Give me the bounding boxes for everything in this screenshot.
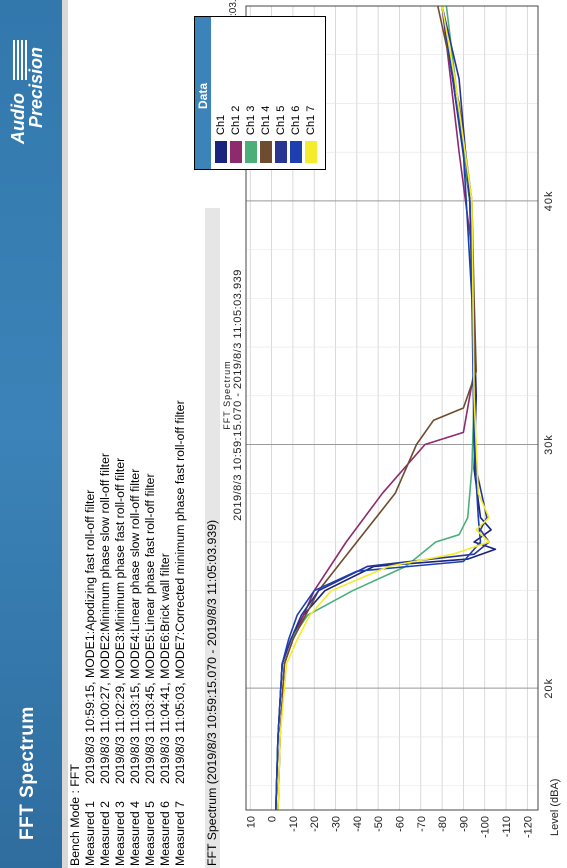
y-tick-label: -30	[331, 816, 343, 832]
legend-swatch	[215, 141, 228, 163]
legend-swatch	[290, 141, 303, 163]
x-tick-label: 40k	[543, 191, 555, 212]
y-tick-label: -80	[437, 816, 449, 832]
chart-background	[220, 0, 567, 868]
legend-item: Ch1	[215, 115, 229, 163]
legend-label: Ch1	[215, 114, 227, 135]
axes: 10 0 -10 -20 -30 -40 -50 -60 -70 -80 -90 -100 -110 -1…	[245, 5, 555, 838]
y-tick-label: -100	[480, 816, 492, 838]
legend-label: Ch1 4	[260, 105, 272, 135]
x-tick-label: 20k	[543, 678, 555, 699]
legend-swatch	[305, 141, 318, 163]
legend-item: Ch1 5	[275, 106, 289, 163]
legend-item: Ch1 7	[305, 106, 319, 163]
series-lines	[275, 5, 497, 811]
chart-title: FFT Spectrum	[222, 360, 232, 429]
y-tick-label: -10	[288, 816, 300, 832]
legend-swatch	[275, 141, 288, 163]
legend: Data Ch1 Ch1 2 Ch1 3 Ch1 4 Ch1 5 Ch1 6 C…	[194, 16, 326, 170]
y-tick-label: 10	[245, 816, 257, 828]
legend-label: Ch1 3	[245, 105, 257, 135]
y-tick-label: -40	[352, 816, 364, 832]
legend-swatch	[230, 141, 243, 163]
y-tick-label: -120	[522, 816, 534, 838]
legend-item: Ch1 3	[245, 106, 259, 163]
y-tick-label: -20	[309, 816, 321, 832]
legend-label: Ch1 7	[305, 105, 317, 135]
legend-label: Ch1 6	[290, 105, 302, 135]
y-tick-label: 0	[267, 816, 279, 822]
legend-label: Ch1 5	[275, 105, 287, 135]
y-tick-label: -110	[501, 816, 513, 837]
y-tick-label: -90	[458, 816, 470, 832]
y-tick-label: -50	[373, 816, 385, 832]
legend-swatch	[245, 141, 258, 163]
legend-header: Data	[195, 17, 211, 169]
series-line-6	[275, 5, 482, 811]
legend-item: Ch1 2	[230, 106, 244, 163]
legend-item: Ch1 4	[260, 106, 274, 163]
legend-item: Ch1 6	[290, 106, 304, 163]
legend-label: Ch1 2	[230, 105, 242, 135]
y-tick-label: -70	[416, 816, 428, 832]
plot-area	[245, 5, 539, 811]
chart-subtitle: 2019/8/3 10:59:15.070 - 2019/8/3 11:05:0…	[232, 269, 244, 521]
x-tick-label: 30k	[543, 434, 555, 455]
legend-swatch	[260, 141, 273, 163]
series-line-7	[277, 5, 490, 811]
y-axis-label: Level (dBA)	[549, 779, 561, 836]
legend-title: Data	[196, 82, 210, 109]
y-tick-label: -60	[394, 816, 406, 832]
